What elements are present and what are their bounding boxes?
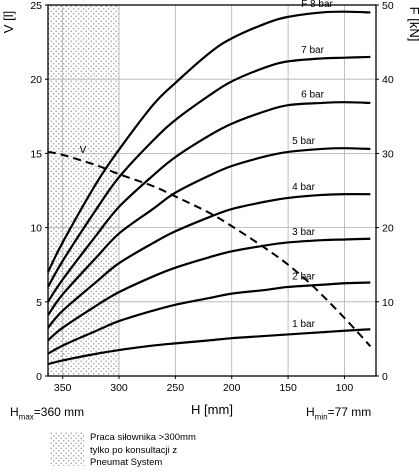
force-curve-3-bar bbox=[47, 237, 371, 342]
volume-curve-label: V bbox=[80, 145, 87, 156]
force-curve-1-bar bbox=[47, 328, 371, 366]
force-curve-8-bar bbox=[47, 10, 371, 273]
tick-label-bottom-300: 300 bbox=[110, 382, 128, 394]
hmax-label: Hmax=360 mm bbox=[10, 405, 84, 421]
tick-label-bottom-350: 350 bbox=[54, 382, 72, 394]
tick-label-right-0: 0 bbox=[382, 371, 388, 383]
tick-label-left-5: 5 bbox=[36, 297, 42, 309]
tick-label-left-0: 0 bbox=[36, 371, 42, 383]
curve-label-2-bar: 2 bar bbox=[292, 272, 315, 283]
tick-label-right-40: 40 bbox=[382, 74, 394, 86]
axis-layer bbox=[45, 4, 379, 379]
tick-label-left-15: 15 bbox=[30, 148, 42, 160]
curve-label-1-bar: 1 bar bbox=[292, 319, 315, 330]
force-curve-6-bar bbox=[47, 101, 371, 303]
tick-label-right-10: 10 bbox=[382, 297, 394, 309]
plot-frame bbox=[47, 4, 377, 377]
curves-layer bbox=[47, 10, 372, 366]
force-curve-4-bar bbox=[47, 193, 371, 329]
curve-label-7-bar: 7 bar bbox=[301, 45, 324, 56]
tick-label-right-50: 50 bbox=[382, 0, 394, 12]
tick-label-right-30: 30 bbox=[382, 148, 394, 160]
hmin-subscript: min bbox=[314, 412, 328, 422]
curve-label-3-bar: 3 bar bbox=[292, 227, 315, 238]
force-curve-5-bar bbox=[47, 147, 371, 316]
tick-label-bottom-250: 250 bbox=[167, 382, 185, 394]
volume-curve bbox=[47, 150, 372, 347]
force-curve-7-bar bbox=[47, 55, 371, 288]
tick-label-bottom-100: 100 bbox=[336, 382, 354, 394]
legend-swatch bbox=[50, 432, 84, 466]
hmax-value: =360 mm bbox=[33, 405, 85, 419]
hmax-subscript: max bbox=[18, 412, 34, 422]
force-curve-2-bar bbox=[47, 281, 371, 355]
tick-label-bottom-200: 200 bbox=[223, 382, 241, 394]
y-left-axis-title: V [l] bbox=[1, 11, 16, 33]
tick-label-left-10: 10 bbox=[30, 223, 42, 235]
tick-label-left-20: 20 bbox=[30, 74, 42, 86]
tick-label-left-25: 25 bbox=[30, 0, 42, 12]
hmax-symbol: H bbox=[10, 405, 19, 419]
curve-label-8-bar: F 8 bar bbox=[301, 0, 333, 10]
legend-note: Praca siłownika >300mm tylko po konsulta… bbox=[90, 432, 196, 468]
hmin-label: Hmin=77 mm bbox=[306, 405, 371, 421]
x-axis-title: H [mm] bbox=[191, 402, 233, 417]
hmin-symbol: H bbox=[306, 405, 315, 419]
hmin-value: =77 mm bbox=[327, 405, 372, 419]
curve-label-6-bar: 6 bar bbox=[301, 90, 324, 101]
curve-label-4-bar: 4 bar bbox=[292, 182, 315, 193]
curve-label-5-bar: 5 bar bbox=[292, 136, 315, 147]
y-right-axis-title: F [kN] bbox=[407, 7, 419, 42]
tick-label-bottom-150: 150 bbox=[279, 382, 297, 394]
tick-label-right-20: 20 bbox=[382, 223, 394, 235]
